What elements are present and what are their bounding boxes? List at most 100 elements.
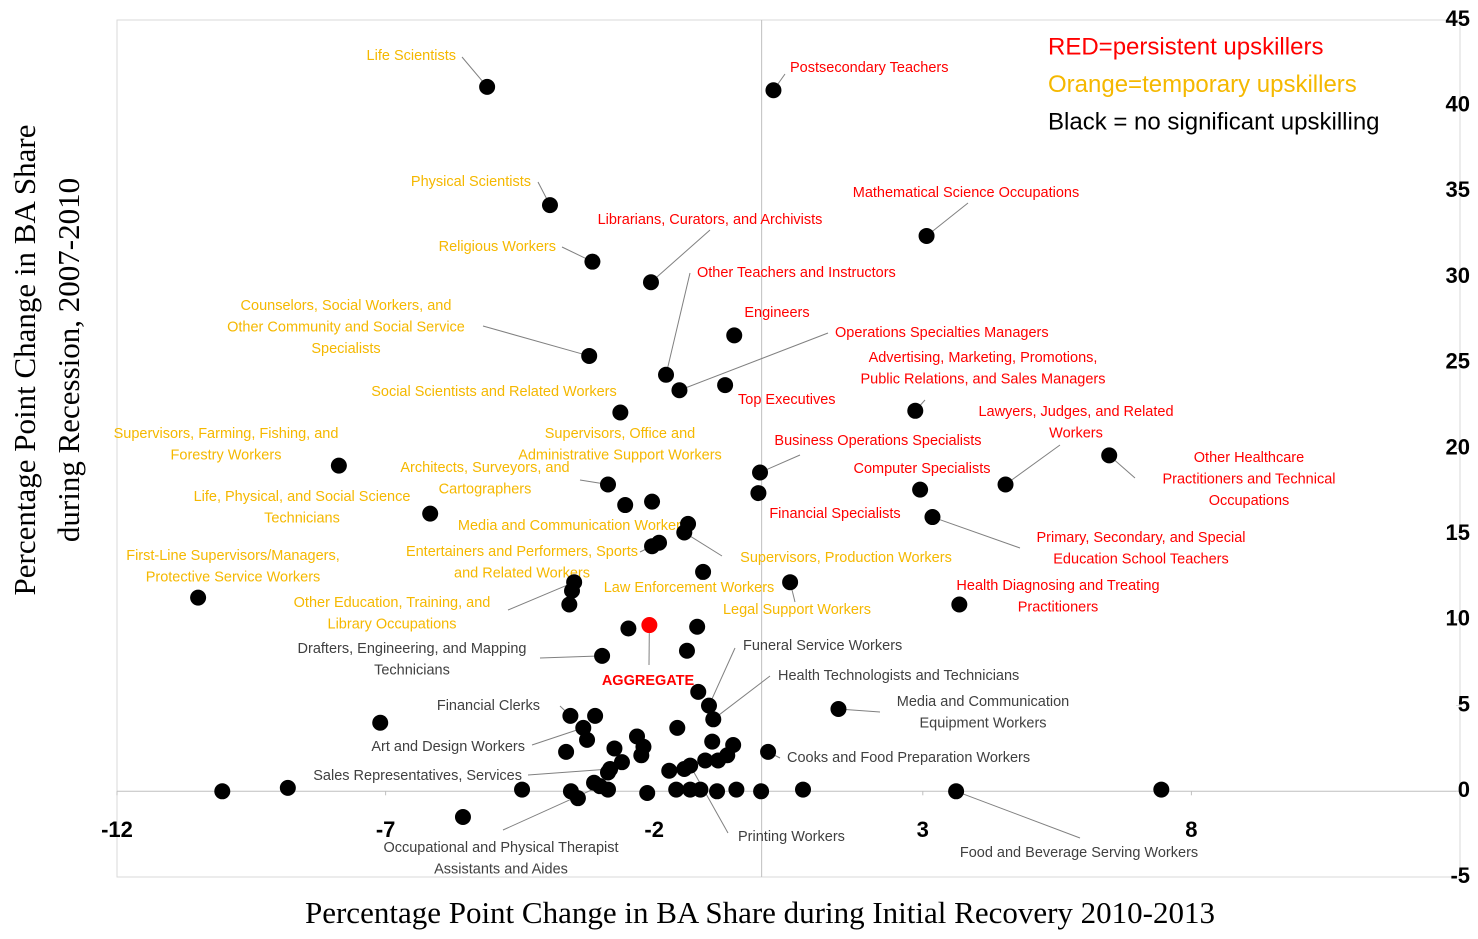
point-label: Practitioners	[1018, 599, 1099, 615]
point-label: Sales Representatives, Services	[313, 768, 522, 784]
y-axis-title: during Recession, 2007-2010	[51, 178, 86, 542]
point	[600, 764, 617, 781]
point-label: Other Community and Social Service	[227, 319, 465, 335]
point	[948, 783, 965, 800]
point-label: Printing Workers	[738, 829, 845, 845]
point-label: Life, Physical, and Social Science	[194, 489, 411, 505]
point	[752, 464, 769, 481]
point	[669, 719, 686, 736]
point-label: AGGREGATE	[602, 673, 695, 689]
point	[575, 719, 592, 736]
point-label: Technicians	[374, 662, 450, 678]
point-label: Engineers	[744, 305, 809, 321]
point-label: Primary, Secondary, and Special	[1036, 530, 1245, 546]
leader-line	[708, 647, 736, 706]
point	[558, 743, 575, 760]
y-tick-label: 5	[1458, 691, 1470, 716]
leader-line	[679, 332, 829, 391]
y-tick-label: 35	[1446, 177, 1470, 202]
x-tick-label: 8	[1185, 817, 1197, 842]
leader-line	[689, 765, 729, 834]
point	[997, 476, 1014, 493]
point-label: Entertainers and Performers, Sports	[406, 544, 638, 560]
point	[330, 457, 347, 474]
point	[617, 497, 634, 514]
point-label: Media and Communication Workers	[458, 518, 688, 534]
point	[689, 618, 706, 635]
point	[705, 711, 722, 728]
leader-line	[507, 581, 575, 611]
point-label: Workers	[1049, 425, 1103, 441]
y-tick-label: 30	[1446, 263, 1470, 288]
point	[642, 274, 659, 291]
point-label: Food and Beverage Serving Workers	[960, 845, 1198, 861]
point-label: Forestry Workers	[171, 447, 282, 463]
point-label: Business Operations Specialists	[774, 433, 981, 449]
point	[658, 366, 675, 383]
point-label: Physical Scientists	[411, 174, 531, 190]
point-label: Architects, Surveyors, and	[400, 460, 569, 476]
point	[594, 647, 611, 664]
leader-line	[926, 202, 969, 237]
point-label: and Related Workers	[454, 565, 590, 581]
x-tick-label: -2	[644, 817, 664, 842]
leader-line	[1005, 444, 1061, 485]
point-label: Equipment Workers	[919, 715, 1046, 731]
leader-line	[650, 229, 711, 283]
point	[600, 476, 617, 493]
point-label: Postsecondary Teachers	[790, 60, 949, 76]
point	[704, 733, 721, 750]
point-label: Supervisors, Office and	[545, 426, 695, 442]
point	[717, 377, 734, 394]
leader-line	[665, 272, 691, 375]
point	[924, 509, 941, 526]
x-tick-label: 3	[917, 817, 929, 842]
point	[279, 779, 296, 796]
legend-entry: Black = no significant upskilling	[1048, 108, 1380, 135]
point	[1153, 781, 1170, 798]
point-label: Cooks and Food Preparation Workers	[787, 750, 1030, 766]
point	[606, 740, 623, 757]
point-label: Library Occupations	[328, 616, 457, 632]
point	[671, 382, 688, 399]
leader-line	[527, 768, 611, 776]
point-label: Operations Specialties Managers	[835, 325, 1049, 341]
point-label: Supervisors, Production Workers	[740, 550, 952, 566]
point-label: Occupations	[1209, 493, 1290, 509]
point	[725, 737, 742, 754]
point-label: Practitioners and Technical	[1162, 471, 1335, 487]
y-tick-label: 40	[1446, 92, 1470, 117]
point-label: Health Technologists and Technicians	[778, 668, 1019, 684]
point-label: Computer Specialists	[854, 461, 991, 477]
point-label: Protective Service Workers	[146, 569, 321, 585]
point-label: Mathematical Science Occupations	[853, 185, 1079, 201]
point	[541, 197, 558, 214]
point-label: Public Relations, and Sales Managers	[860, 371, 1105, 387]
y-tick-label: 10	[1446, 606, 1470, 631]
point-label: Social Scientists and Related Workers	[371, 384, 617, 400]
point	[676, 761, 693, 778]
x-axis-title: Percentage Point Change in BA Share duri…	[305, 895, 1215, 930]
point	[454, 809, 471, 826]
point-label: Other Education, Training, and	[294, 595, 491, 611]
point-label: Top Executives	[738, 392, 836, 408]
point-label: Other Healthcare	[1194, 450, 1304, 466]
point	[479, 78, 496, 95]
leader-line	[539, 655, 603, 659]
point	[912, 481, 929, 498]
point	[564, 582, 581, 599]
point	[641, 617, 658, 634]
x-tick-label: -7	[376, 817, 396, 842]
point	[422, 505, 439, 522]
point	[620, 620, 637, 637]
point	[695, 563, 712, 580]
point-label: Assistants and Aides	[434, 861, 568, 877]
point	[907, 402, 924, 419]
point	[600, 781, 617, 798]
point	[753, 783, 770, 800]
point	[372, 714, 389, 731]
point	[644, 538, 661, 555]
point	[562, 707, 579, 724]
point	[668, 781, 685, 798]
